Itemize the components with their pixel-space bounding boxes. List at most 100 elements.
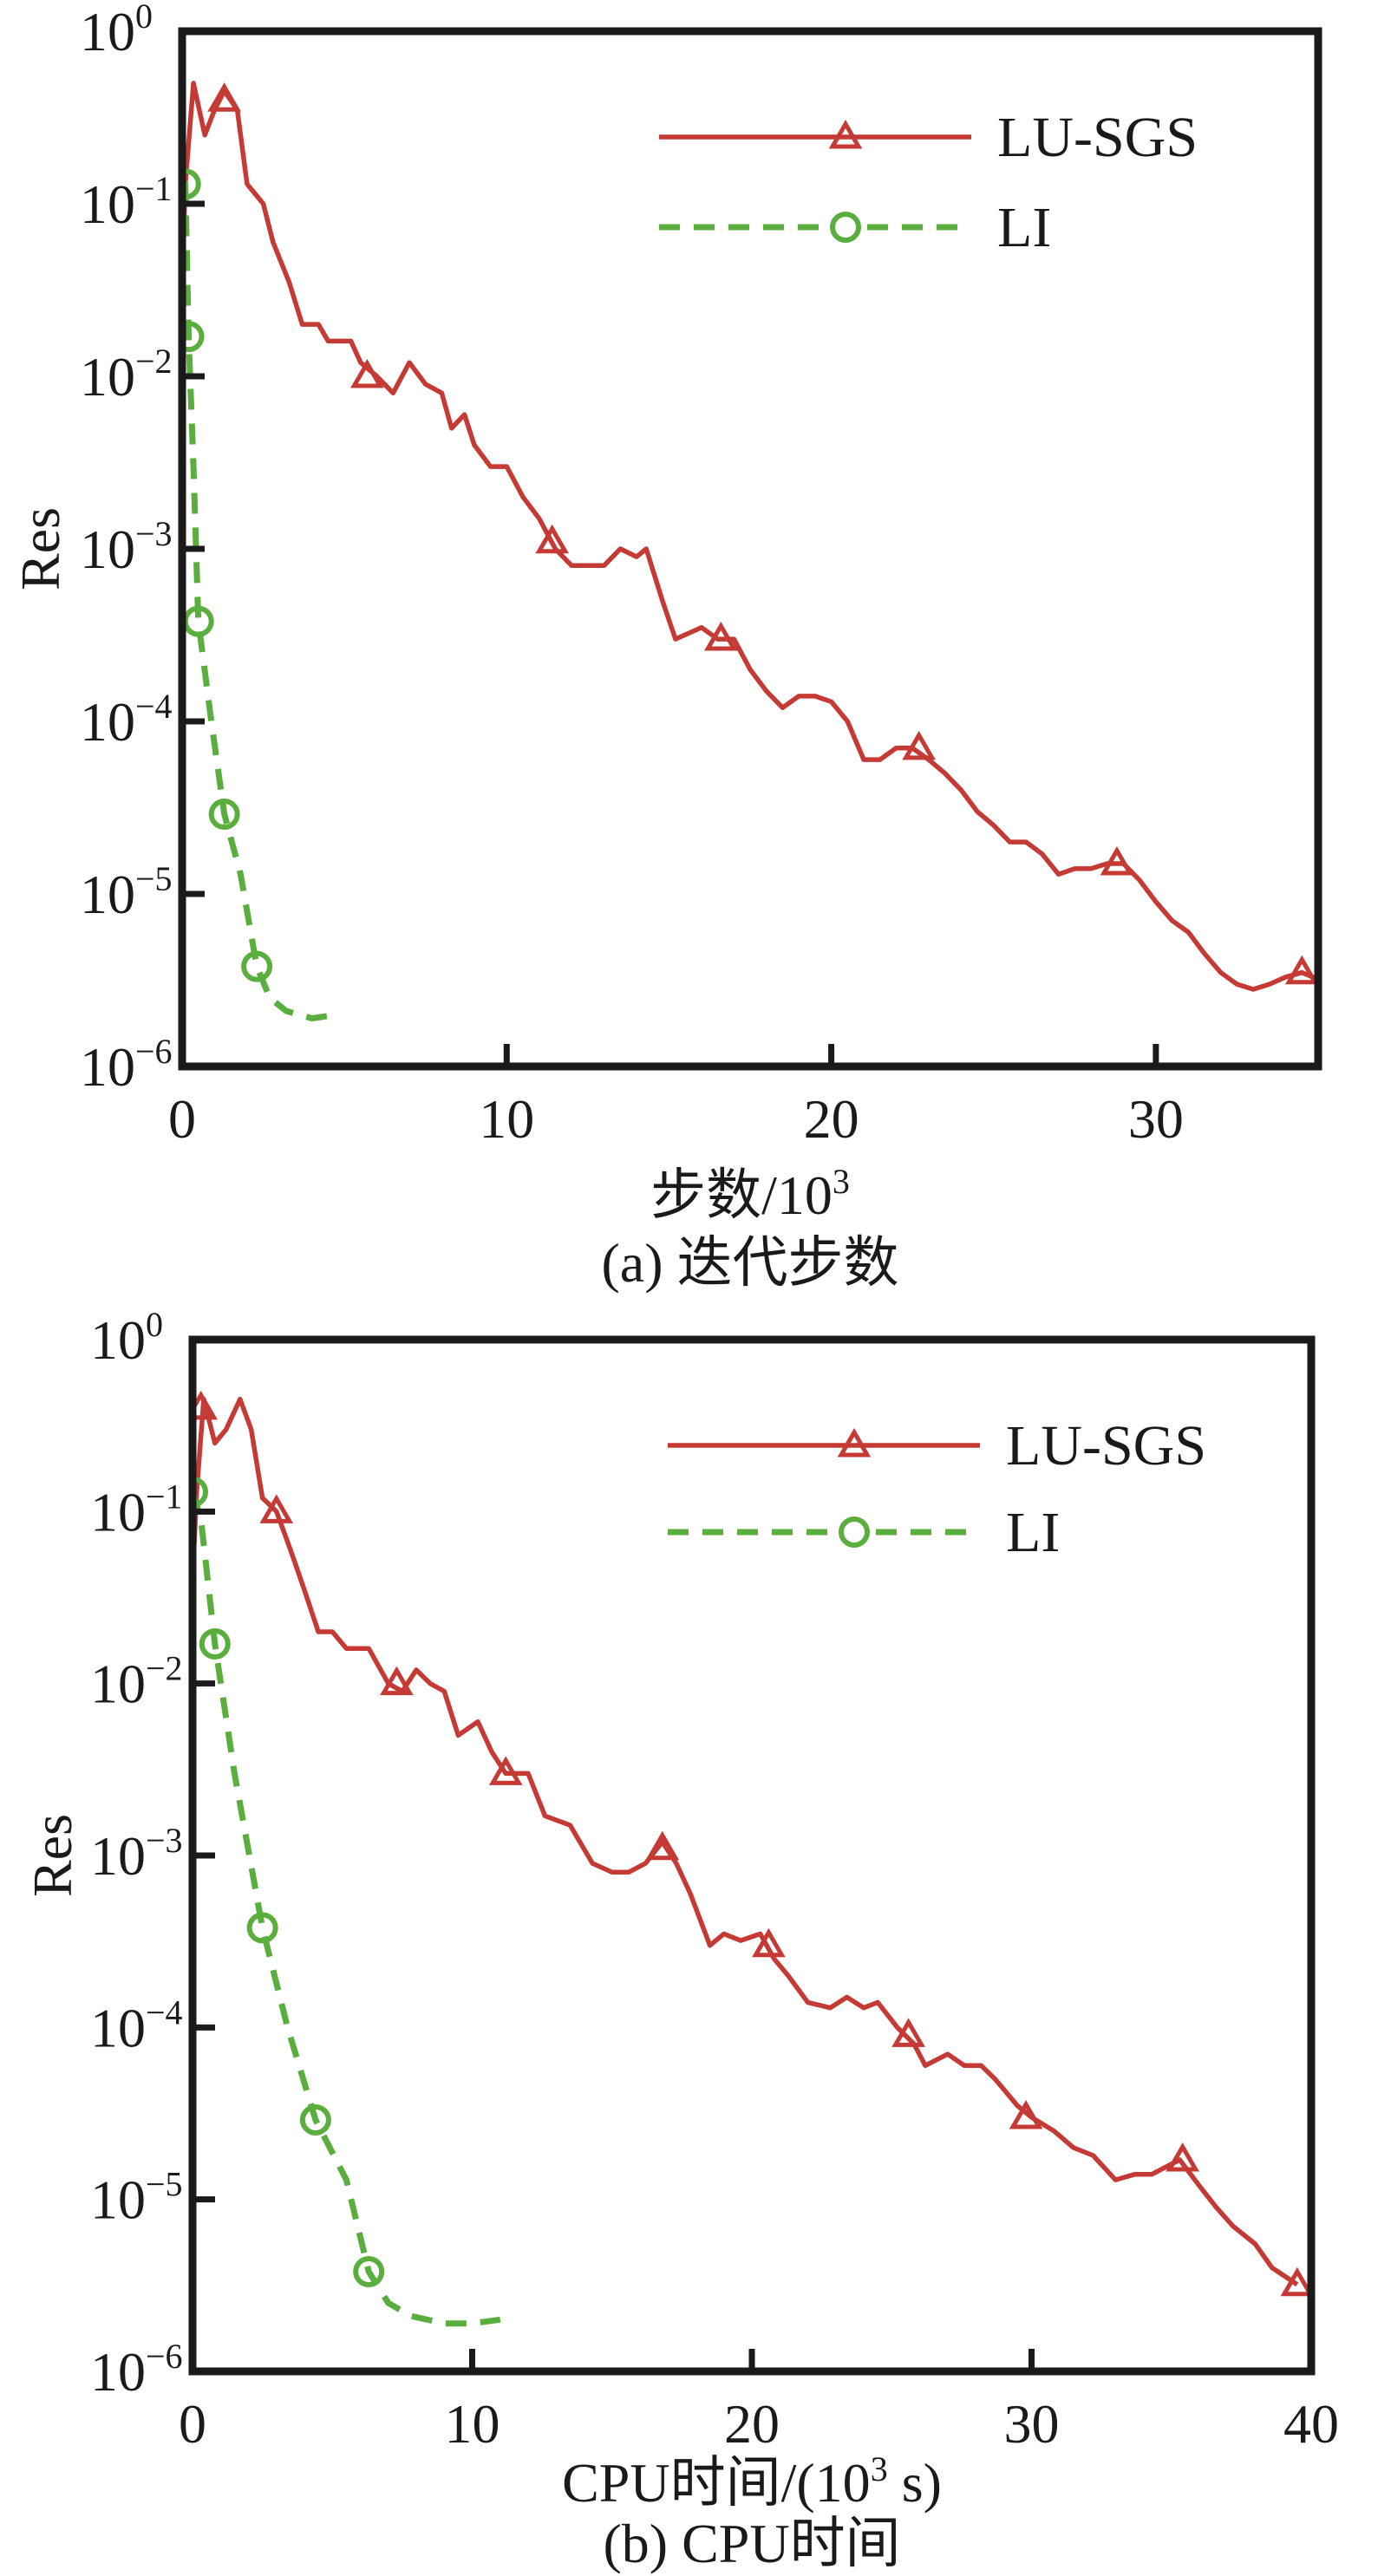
y-axis-label: Res: [22, 1814, 83, 1897]
plot-b: 0 10 20 30 4010010−110−210−310−410−510−6ResC…: [22, 1305, 1339, 2574]
y-tick-exponent: −1: [135, 169, 173, 208]
y-tick-label: 10−4: [80, 687, 173, 753]
data-point-marker: [1166, 2142, 1199, 2172]
y-tick-exponent: −2: [135, 342, 173, 381]
y-tick-exponent: −5: [135, 859, 173, 898]
data-point-marker: [241, 950, 273, 982]
data-point-marker: [199, 1627, 231, 1660]
subfigure-caption: (a) 迭代步数: [601, 1232, 898, 1294]
series-li: [193, 1476, 501, 2327]
series-line: [193, 1490, 501, 2327]
x-axis-label-exponent: 3: [833, 1162, 850, 1201]
y-tick-exponent: −2: [146, 1649, 183, 1688]
axes-frame: [178, 27, 1322, 1071]
x-axis-label: CPU时间/(103 s): [562, 2449, 942, 2514]
y-tick-exponent: −6: [146, 2337, 183, 2376]
data-point-marker: [1009, 2100, 1043, 2129]
data-point-marker: [208, 798, 240, 830]
data-point-marker: [353, 2256, 385, 2288]
x-axis-label-exponent: 3: [871, 2449, 888, 2488]
series-li: [182, 168, 339, 1021]
legend-label: LI: [1006, 1501, 1060, 1564]
y-tick-label: 100: [80, 0, 153, 62]
y-tick-label: 10−5: [90, 2165, 183, 2231]
data-point-marker: [193, 1476, 208, 1508]
y-tick-label: 100: [90, 1305, 163, 1371]
y-tick-base: 10: [90, 1653, 146, 1715]
y-tick-base: 10: [90, 2169, 146, 2231]
data-point-marker: [645, 1830, 680, 1861]
y-tick-exponent: −4: [146, 1992, 183, 2031]
data-point-marker: [380, 1666, 414, 1696]
y-tick-label: 10−1: [90, 1477, 183, 1542]
y-tick-label: 10−2: [80, 342, 173, 408]
series-line: [182, 81, 1318, 992]
series-line: [182, 180, 339, 1021]
legend-triangle-marker: [837, 1427, 872, 1458]
y-tick-label: 10−5: [80, 859, 173, 925]
y-tick-exponent: −5: [146, 2165, 183, 2204]
series-line: [193, 1397, 1299, 2287]
y-tick-label: 10−2: [90, 1649, 183, 1715]
x-tick-label: 0: [168, 1088, 196, 1150]
y-tick-exponent: 0: [135, 0, 153, 36]
legend-triangle-marker: [828, 119, 863, 149]
data-point-marker: [1280, 2266, 1311, 2297]
legend: LU-SGS LI: [668, 1414, 1206, 1564]
legend: LU-SGS LI: [659, 106, 1198, 259]
y-tick-base: 10: [80, 346, 135, 408]
y-tick-exponent: −4: [135, 687, 173, 726]
data-point-marker: [535, 524, 570, 554]
y-tick-label: 10−1: [80, 169, 173, 235]
y-tick-label: 10−3: [80, 514, 173, 580]
y-tick-label: 10−6: [90, 2337, 183, 2403]
data-point-marker: [488, 1756, 523, 1785]
legend-circle-marker: [830, 212, 861, 243]
data-point-marker: [902, 730, 936, 760]
y-tick-base: 10: [90, 1997, 146, 2058]
x-tick-label: 20: [724, 2393, 780, 2455]
data-point-marker: [182, 321, 205, 353]
x-axis-label: 步数/103: [650, 1162, 850, 1226]
data-point-marker: [703, 622, 738, 651]
y-tick-base: 10: [80, 518, 135, 580]
y-tick-base: 10: [90, 1825, 146, 1887]
y-tick-base: 10: [80, 173, 135, 235]
legend-circle-marker: [839, 1516, 870, 1548]
x-tick-label: 10: [479, 1088, 534, 1150]
x-tick-label: 20: [804, 1088, 859, 1150]
data-point-marker: [891, 2018, 925, 2047]
y-tick-base: 10: [80, 691, 135, 753]
subfigure-caption: (b) CPU时间: [603, 2513, 900, 2574]
x-axis-label-unit: s): [888, 2452, 942, 2514]
axes-frame: [188, 1335, 1316, 2376]
x-tick-label: 10: [445, 2393, 500, 2455]
x-axis-label-text: CPU时间/(10: [562, 2452, 871, 2514]
y-tick-exponent: −6: [135, 1032, 173, 1071]
data-point-marker: [259, 1494, 294, 1523]
y-tick-base: 10: [90, 1309, 146, 1371]
y-tick-exponent: −3: [135, 514, 173, 553]
x-tick-label: 30: [1004, 2393, 1060, 2455]
legend-label: LU-SGS: [997, 106, 1198, 169]
y-tick-exponent: −1: [146, 1477, 183, 1516]
legend-label: LI: [997, 196, 1051, 259]
y-tick-label: 10−4: [90, 1992, 183, 2058]
data-point-marker: [1284, 955, 1318, 985]
x-tick-label: 30: [1128, 1088, 1184, 1150]
y-tick-base: 10: [80, 864, 135, 925]
y-tick-base: 10: [80, 1036, 135, 1098]
data-point-marker: [246, 1912, 278, 1944]
plot-a: 0 10 20 3010010−110−210−310−410−510−6Res步数/…: [10, 0, 1322, 1294]
legend-label: LU-SGS: [1006, 1414, 1206, 1477]
y-tick-label: 10−6: [80, 1032, 173, 1098]
y-tick-base: 10: [90, 1481, 146, 1542]
data-point-marker: [207, 82, 241, 112]
y-tick-base: 10: [90, 2341, 146, 2403]
data-point-marker: [752, 1927, 786, 1958]
x-tick-label: 40: [1283, 2393, 1339, 2455]
data-point-marker: [350, 358, 384, 388]
series-lu-sgs: [182, 81, 1318, 992]
y-tick-exponent: 0: [146, 1305, 163, 1344]
y-tick-base: 10: [80, 1, 135, 62]
